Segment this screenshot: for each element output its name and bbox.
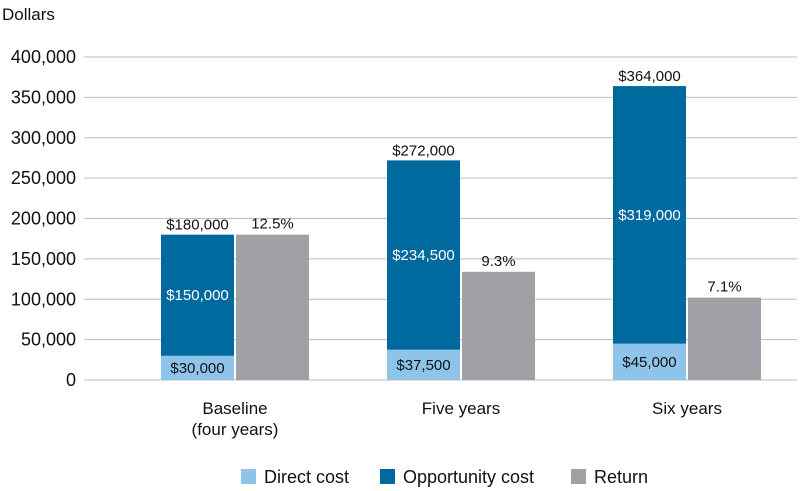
category-labels: Baseline (four years) Five years Six years <box>192 399 722 439</box>
bar-opportunity-cost <box>387 160 460 350</box>
label-opportunity-cost: $150,000 <box>166 287 229 304</box>
label-stack-total: $272,000 <box>392 142 455 159</box>
category-label: (four years) <box>192 420 279 439</box>
label-opportunity-cost: $319,000 <box>618 207 681 224</box>
bar-direct-cost <box>387 349 460 380</box>
label-direct-cost: $45,000 <box>622 354 676 371</box>
legend-label: Direct cost <box>264 467 349 487</box>
y-tick-label: 400,000 <box>11 47 76 67</box>
legend-label: Opportunity cost <box>403 467 534 487</box>
label-return: 7.1% <box>707 279 741 296</box>
label-direct-cost: $30,000 <box>170 360 224 377</box>
category-label: Baseline <box>202 399 267 418</box>
bar-opportunity-cost <box>613 86 686 344</box>
category-label: Five years <box>422 399 500 418</box>
y-axis-label: Dollars <box>2 5 55 24</box>
y-tick-labels: 0 50,000 100,000 150,000 200,000 250,000 300,0… <box>11 47 76 390</box>
label-opportunity-cost: $234,500 <box>392 247 455 264</box>
y-tick-label: 300,000 <box>11 128 76 148</box>
label-direct-cost: $37,500 <box>396 357 450 374</box>
y-tick-label: 200,000 <box>11 209 76 229</box>
y-tick-label: 100,000 <box>11 289 76 309</box>
label-stack-total: $180,000 <box>166 217 229 234</box>
y-tick-label: 250,000 <box>11 168 76 188</box>
y-tick-label: 50,000 <box>21 330 76 350</box>
bar-return <box>236 234 309 380</box>
legend: Direct cost Opportunity cost Return <box>241 467 648 487</box>
label-return: 9.3% <box>481 253 515 270</box>
legend-swatch <box>571 469 586 484</box>
bar-opportunity-cost <box>161 234 234 356</box>
category-label: Six years <box>652 399 722 418</box>
label-stack-total: $364,000 <box>618 68 681 85</box>
bar-return <box>462 271 535 380</box>
bar-direct-cost <box>613 343 686 380</box>
legend-label: Return <box>594 467 648 487</box>
value-labels: $30,000 $150,000 $180,000 12.5% $37,500 $234,… <box>166 68 741 377</box>
y-tick-label: 0 <box>66 370 76 390</box>
y-tick-label: 350,000 <box>11 87 76 107</box>
y-tick-label: 150,000 <box>11 249 76 269</box>
legend-swatch <box>380 469 395 484</box>
bar-direct-cost <box>161 355 234 380</box>
legend-swatch <box>241 469 256 484</box>
bar-return <box>688 297 761 380</box>
label-return: 12.5% <box>251 216 294 233</box>
bars <box>161 86 761 380</box>
